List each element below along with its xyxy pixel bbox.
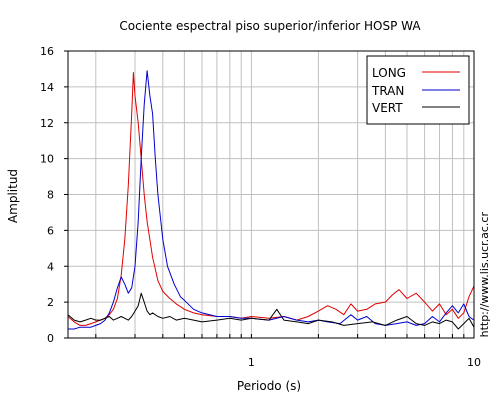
legend-label-vert: VERT: [372, 101, 403, 115]
source-url: http://www.lis.ucr.ac.cr: [478, 212, 491, 338]
x-tick-label: 10: [467, 356, 481, 369]
y-axis-label: Amplitud: [6, 169, 20, 223]
y-tick-label: 4: [47, 260, 54, 273]
x-tick-label: 1: [248, 356, 255, 369]
chart-title: Cociente espectral piso superior/inferio…: [119, 19, 421, 33]
series-layer: [67, 70, 475, 330]
y-tick-label: 14: [40, 81, 54, 94]
y-tick-label: 10: [40, 153, 54, 166]
x-axis-label: Periodo (s): [237, 379, 301, 393]
y-tick-label: 8: [47, 189, 54, 202]
series-line-tran: [68, 70, 475, 330]
y-tick-label: 16: [40, 45, 54, 58]
y-tick-label: 12: [40, 117, 54, 130]
y-tick-label: 2: [47, 296, 54, 309]
legend-label-tran: TRAN: [371, 84, 404, 98]
tick-layer: 0 2 4 6 8 10 12 14 16 1 10: [40, 45, 481, 369]
y-tick-label: 0: [47, 332, 54, 345]
series-line-vert: [67, 292, 475, 330]
y-tick-label: 6: [47, 224, 54, 237]
legend-label-long: LONG: [372, 66, 406, 80]
legend: LONG TRAN VERT: [366, 55, 470, 125]
